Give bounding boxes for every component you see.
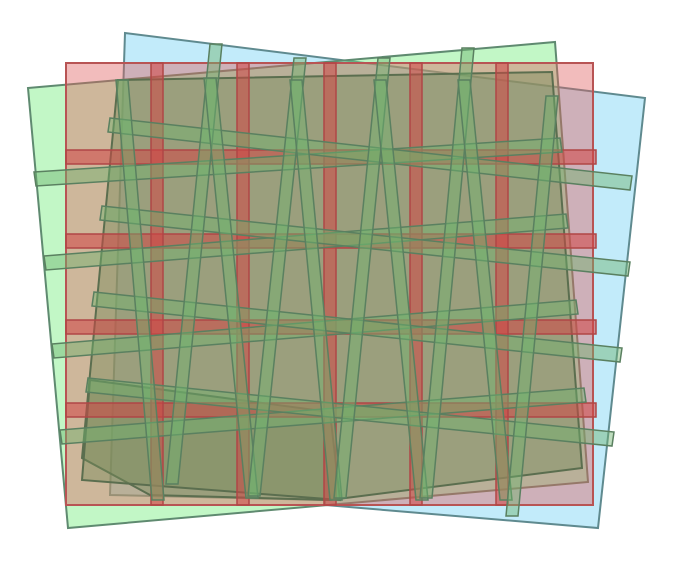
tilted-h-strip-b4	[85, 377, 615, 447]
tilted-v-strip-5	[289, 79, 343, 501]
tilted-v-strip-4	[247, 57, 307, 497]
tilted-h-strip-b3	[91, 291, 623, 363]
tilted-v-strip-8	[419, 47, 475, 499]
tilted-v-strip-10	[505, 95, 559, 517]
tilted-v-strip-1	[115, 79, 165, 501]
v-strip-1	[150, 62, 164, 506]
tilted-v-strip-2	[165, 43, 223, 485]
tilted-h-strip-b1	[107, 117, 633, 191]
v-strip-4	[409, 62, 423, 506]
v-strip-3	[323, 62, 337, 506]
tilted-h-strip-b2	[99, 205, 631, 277]
tilted-v-strip-3	[203, 77, 259, 499]
tilted-v-strip-7	[373, 79, 429, 501]
tilted-vertical-strips	[115, 43, 559, 517]
tilted-v-strip-9	[457, 79, 513, 501]
tilted-blue-horizontal-strips	[85, 117, 633, 447]
tilted-v-strip-6	[333, 57, 391, 499]
